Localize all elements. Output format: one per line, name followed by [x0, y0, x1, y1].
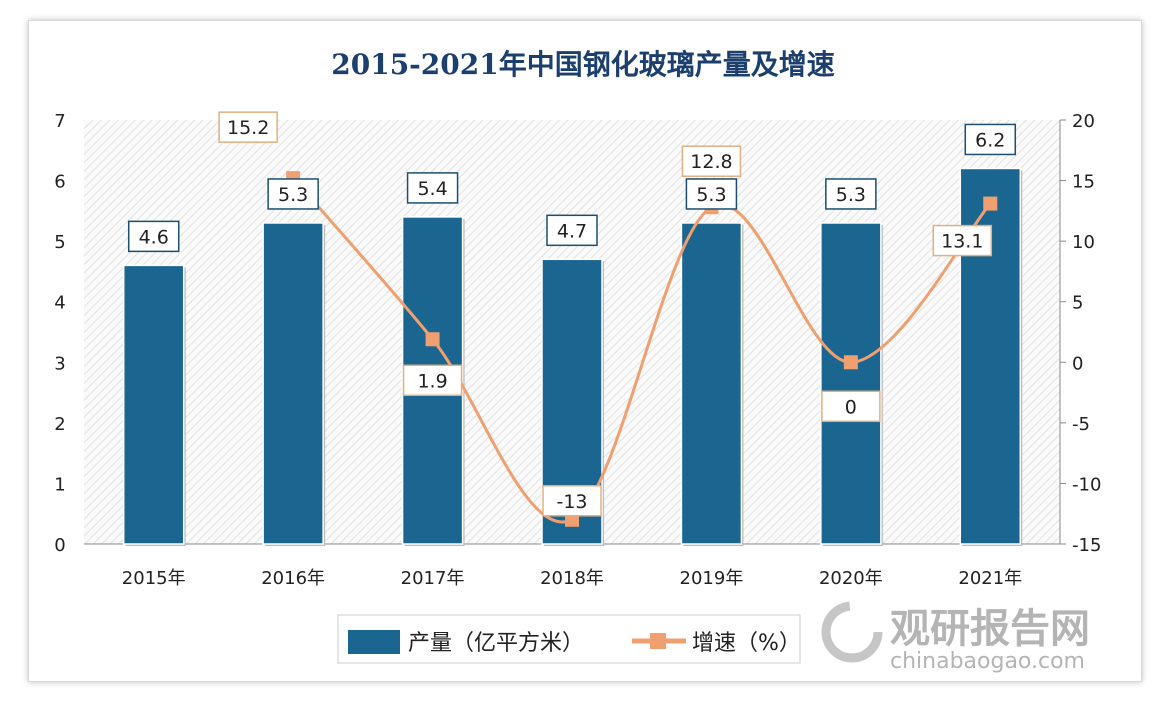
legend-bar-swatch: [348, 630, 400, 654]
y-right-tick-label: 15: [1072, 172, 1095, 193]
x-tick-label: 2017年: [401, 568, 465, 589]
bar-data-label: 4.7: [557, 220, 587, 242]
x-tick-label: 2021年: [958, 568, 1022, 589]
y-left-tick-label: 7: [54, 111, 65, 132]
bar: [262, 222, 324, 545]
legend-label-production: 产量（亿平方米）: [408, 631, 584, 656]
y-left-tick-label: 1: [54, 474, 65, 495]
y-left-tick-label: 0: [54, 535, 65, 556]
bar: [820, 222, 882, 545]
watermark-name: 观研报告网: [890, 606, 1090, 652]
line-data-label: 15.2: [227, 117, 269, 139]
watermark: 观研报告网 chinabaogao.com: [821, 601, 1090, 674]
line-point: [425, 332, 440, 347]
bar-data-label: 4.6: [139, 226, 169, 248]
line-point: [983, 196, 998, 211]
y-right-tick-label: 20: [1072, 111, 1095, 132]
bar-data-label: 5.3: [836, 184, 866, 206]
y-right-tick-label: 5: [1072, 293, 1083, 314]
bar-data-label: 6.2: [975, 129, 1005, 151]
bar-data-label: 5.3: [278, 184, 308, 206]
y-right-tick-label: -15: [1072, 535, 1101, 556]
y-left-tick-label: 6: [54, 172, 65, 193]
y-right-tick-label: 0: [1072, 353, 1083, 374]
bar-data-label: 5.3: [696, 184, 726, 206]
line-data-label: 1.9: [417, 370, 447, 392]
bar: [680, 222, 743, 545]
x-tick-label: 2018年: [540, 568, 604, 589]
bar: [959, 167, 1022, 545]
line-data-label: 0: [845, 396, 857, 418]
line-point: [843, 355, 858, 370]
y-left-tick-label: 3: [54, 353, 65, 374]
x-tick-label: 2019年: [680, 568, 744, 589]
legend-label-growth: 增速（%）: [692, 631, 801, 656]
y-right-tick-label: -5: [1072, 414, 1090, 435]
y-right-tick-label: 10: [1072, 232, 1095, 253]
y-left-tick-label: 4: [54, 293, 65, 314]
x-tick-label: 2020年: [819, 568, 883, 589]
line-data-label: 12.8: [690, 151, 732, 173]
bar: [122, 264, 185, 545]
line-data-label: -13: [556, 491, 587, 513]
line-data-label: 13.1: [941, 231, 983, 253]
y-left-tick-label: 2: [54, 414, 65, 435]
watermark-url: chinabaogao.com: [890, 649, 1085, 674]
x-tick-label: 2016年: [261, 568, 325, 589]
x-tick-label: 2015年: [122, 568, 186, 589]
legend: 产量（亿平方米） 增速（%）: [337, 614, 801, 664]
y-right-tick-label: -10: [1072, 474, 1101, 495]
bar-data-label: 5.4: [417, 178, 447, 200]
y-left-tick-label: 5: [54, 232, 65, 253]
chart-title: 2015-2021年中国钢化玻璃产量及增速: [331, 48, 834, 81]
